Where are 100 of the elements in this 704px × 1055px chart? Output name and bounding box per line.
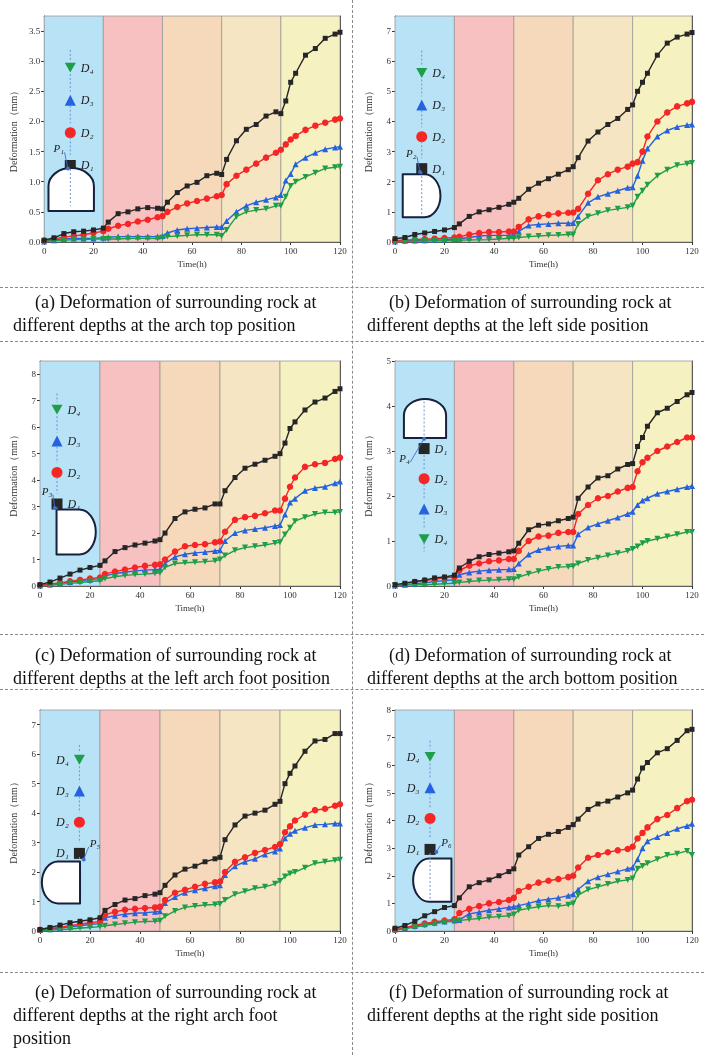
- x-axis-title: Time(h): [177, 259, 207, 270]
- y-tick-label: 3: [31, 837, 37, 848]
- x-tick-label: 100: [635, 934, 650, 945]
- legend-label: D₃: [66, 434, 81, 449]
- text: (a) Deformation of surrounding rock at different depths at the arch top position: [12, 291, 318, 337]
- x-tick-label: 80: [235, 589, 245, 600]
- legend-label: D₄: [66, 402, 81, 417]
- x-tick-label: 60: [185, 934, 195, 945]
- x-axis-title: Time(h): [175, 948, 205, 959]
- y-tick-label: 3: [386, 146, 392, 157]
- text: (e) Deformation of surrounding rock at different depths at the right arch foot position: [12, 981, 318, 1050]
- x-tick-label: 100: [283, 245, 298, 256]
- x-tick-label: 20: [85, 589, 95, 600]
- y-tick-label: 1: [386, 898, 391, 909]
- x-tick-label: 120: [685, 934, 700, 945]
- y-tick-label: 5: [386, 356, 392, 366]
- y-tick-label: 1: [31, 554, 36, 565]
- x-tick-label: 60: [187, 245, 198, 256]
- legend-label: D₁: [79, 158, 94, 173]
- text: (d) Deformation of surrounding rock at different depths at the arch bottom position: [366, 644, 679, 690]
- y-tick-label: 6: [386, 56, 392, 67]
- y-tick-label: 1: [386, 206, 391, 217]
- x-tick-label: 20: [440, 245, 450, 256]
- legend-label: D₂: [433, 471, 448, 486]
- y-tick-label: 6: [386, 760, 392, 771]
- x-tick-label: 100: [635, 589, 650, 600]
- y-tick-label: 1: [386, 536, 391, 546]
- y-tick-label: 5: [386, 86, 392, 97]
- y-tick-label: 7: [31, 395, 37, 406]
- y-tick-label: 4: [31, 808, 37, 819]
- x-tick-label: 20: [440, 934, 450, 945]
- x-tick-label: 40: [489, 934, 499, 945]
- legend-label: D₁: [431, 161, 446, 176]
- x-tick-label: 20: [88, 245, 99, 256]
- text: (c) Deformation of surrounding rock at different depths at the left arch foot position: [12, 644, 332, 690]
- y-tick-label: 2: [31, 867, 36, 878]
- x-tick-label: 120: [685, 245, 700, 256]
- x-axis-title: Time(h): [528, 948, 559, 959]
- x-tick-label: 40: [489, 245, 499, 256]
- legend-label: D₁: [55, 846, 69, 861]
- y-tick-label: 4: [386, 116, 392, 127]
- y-tick-label: 7: [386, 26, 392, 37]
- y-tick-label: 0: [31, 581, 37, 591]
- x-tick-label: 60: [539, 589, 549, 600]
- y-tick-label: 0: [386, 237, 392, 247]
- y-axis-title: Deformation（mm）: [362, 430, 374, 517]
- annotation: P₁: [52, 141, 65, 154]
- legend-label: D₂: [79, 125, 94, 140]
- legend-label: D₄: [79, 60, 94, 75]
- x-tick-label: 40: [135, 589, 145, 600]
- y-tick-label: 3: [386, 446, 392, 456]
- y-tick-label: 0.0: [28, 237, 41, 247]
- y-axis-title: Deformation（mm）: [362, 85, 374, 173]
- y-tick-label: 5: [31, 778, 37, 789]
- y-tick-label: 2: [386, 176, 391, 187]
- legend-label: D₃: [433, 501, 448, 516]
- x-tick-label: 80: [588, 245, 598, 256]
- y-tick-label: 3.5: [28, 26, 41, 37]
- legend-label: D₄: [433, 532, 448, 547]
- legend-label: D₃: [55, 783, 69, 798]
- y-tick-label: 2: [31, 528, 36, 539]
- y-axis-title: Deformation（mm）: [362, 777, 374, 864]
- x-tick-label: 120: [333, 245, 348, 256]
- x-tick-label: 40: [135, 934, 145, 945]
- x-tick-label: 20: [440, 589, 450, 600]
- y-tick-label: 2.0: [28, 116, 41, 127]
- legend-label: D₄: [431, 66, 446, 80]
- annotation: P₂: [404, 146, 417, 159]
- x-tick-label: 60: [539, 245, 549, 256]
- text: (f) Deformation of surrounding rock at different depths at the right side position: [366, 981, 670, 1027]
- x-tick-label: 60: [185, 589, 195, 600]
- y-tick-label: 1: [31, 896, 36, 907]
- y-tick-label: 4: [31, 475, 37, 486]
- y-tick-label: 2: [386, 491, 391, 501]
- legend-label: D₂: [405, 811, 420, 826]
- y-tick-label: 7: [386, 732, 392, 743]
- y-tick-label: 0: [31, 926, 37, 936]
- legend-label: D₄: [405, 749, 420, 764]
- x-tick-label: 100: [635, 245, 650, 256]
- y-axis-title: Deformation（mm）: [7, 85, 19, 173]
- y-tick-label: 4: [386, 815, 392, 826]
- annotation: P₆: [440, 835, 453, 848]
- legend-label: D₁: [433, 441, 448, 456]
- x-axis-title: Time(h): [175, 603, 205, 614]
- y-axis-title: Deformation（mm）: [7, 777, 19, 864]
- y-tick-label: 4: [386, 401, 392, 411]
- y-tick-label: 6: [31, 749, 37, 760]
- legend-label: D₂: [431, 129, 446, 144]
- legend-label: D₁: [405, 842, 420, 857]
- y-tick-label: 3: [31, 501, 37, 512]
- y-tick-label: 2: [386, 870, 391, 881]
- annotation: P₃: [40, 484, 53, 497]
- y-tick-label: 5: [31, 448, 37, 459]
- x-tick-label: 120: [685, 589, 700, 600]
- legend-label: D₁: [66, 497, 81, 511]
- x-tick-label: 40: [489, 589, 499, 600]
- x-tick-label: 80: [236, 245, 247, 256]
- x-tick-label: 100: [283, 934, 298, 945]
- y-tick-label: 1.5: [28, 146, 41, 157]
- legend-label: D₃: [79, 93, 94, 108]
